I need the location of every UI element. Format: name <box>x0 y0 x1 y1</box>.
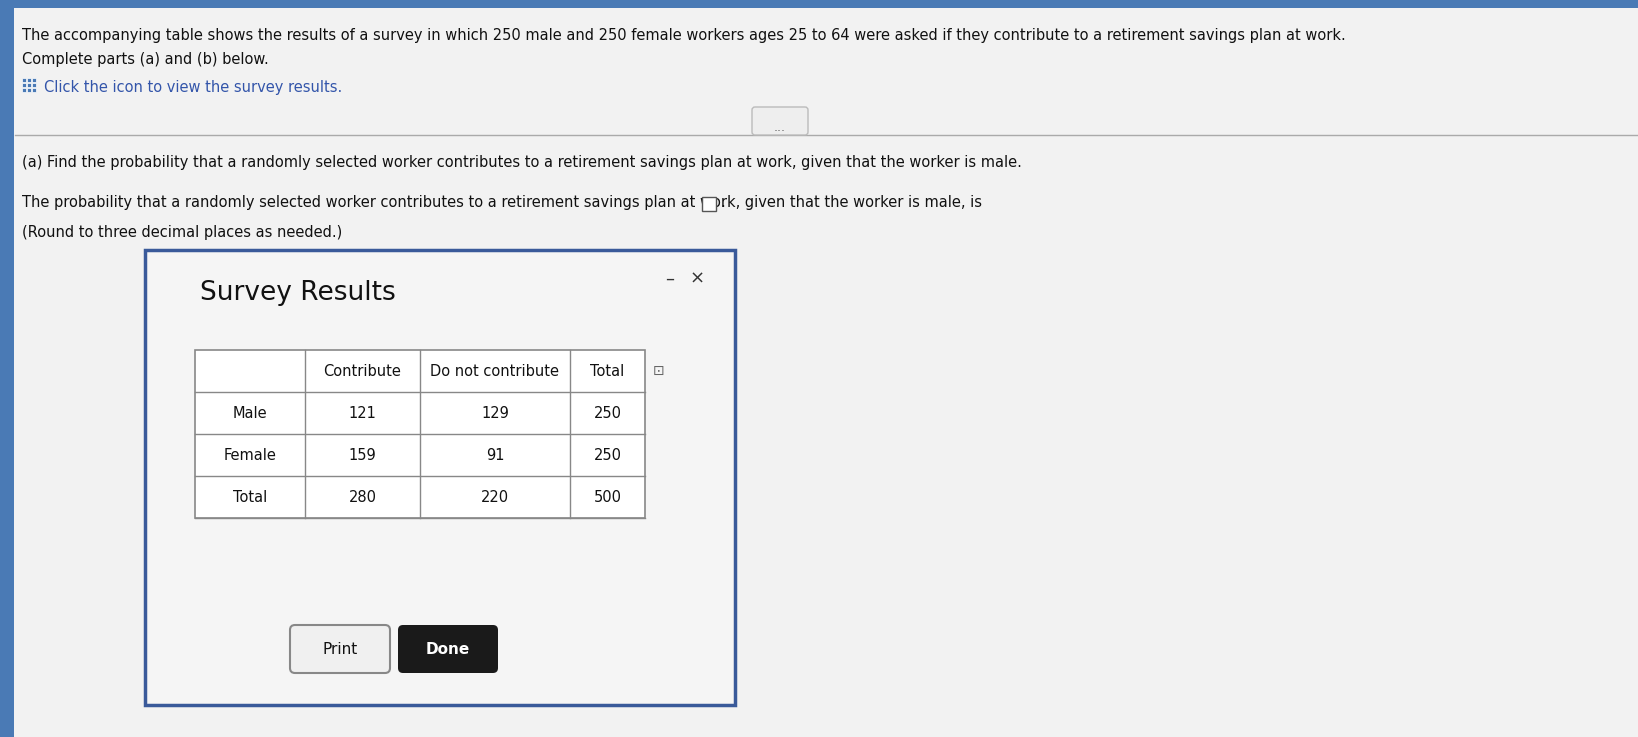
FancyBboxPatch shape <box>752 107 808 135</box>
Text: Print: Print <box>323 641 357 657</box>
Text: ×: × <box>690 270 704 288</box>
Text: Survey Results: Survey Results <box>200 280 396 306</box>
Text: .: . <box>721 195 724 210</box>
Text: (a) Find the probability that a randomly selected worker contributes to a retire: (a) Find the probability that a randomly… <box>21 155 1022 170</box>
Text: Click the icon to view the survey results.: Click the icon to view the survey result… <box>44 80 342 95</box>
Text: Done: Done <box>426 641 470 657</box>
FancyBboxPatch shape <box>33 78 36 82</box>
Text: Female: Female <box>223 447 277 463</box>
Text: Complete parts (a) and (b) below.: Complete parts (a) and (b) below. <box>21 52 269 67</box>
FancyBboxPatch shape <box>146 250 735 705</box>
FancyBboxPatch shape <box>33 88 36 92</box>
Text: 280: 280 <box>349 489 377 505</box>
Text: 129: 129 <box>482 405 509 421</box>
FancyBboxPatch shape <box>21 83 26 87</box>
Text: 91: 91 <box>486 447 505 463</box>
Text: The accompanying table shows the results of a survey in which 250 male and 250 f: The accompanying table shows the results… <box>21 28 1346 43</box>
FancyBboxPatch shape <box>703 197 716 211</box>
Text: 250: 250 <box>593 405 621 421</box>
Text: (Round to three decimal places as needed.): (Round to three decimal places as needed… <box>21 225 342 240</box>
Text: Total: Total <box>233 489 267 505</box>
Text: Do not contribute: Do not contribute <box>431 363 560 379</box>
Text: 220: 220 <box>482 489 509 505</box>
Text: 159: 159 <box>349 447 377 463</box>
FancyBboxPatch shape <box>26 83 31 87</box>
FancyBboxPatch shape <box>195 350 645 518</box>
Text: ⊡: ⊡ <box>654 364 665 378</box>
Text: 121: 121 <box>349 405 377 421</box>
FancyBboxPatch shape <box>0 0 15 737</box>
FancyBboxPatch shape <box>0 0 1638 8</box>
Text: Total: Total <box>590 363 624 379</box>
Text: 500: 500 <box>593 489 621 505</box>
FancyBboxPatch shape <box>290 625 390 673</box>
Text: The probability that a randomly selected worker contributes to a retirement savi: The probability that a randomly selected… <box>21 195 983 210</box>
FancyBboxPatch shape <box>21 88 26 92</box>
Text: ...: ... <box>775 121 786 134</box>
Text: Male: Male <box>233 405 267 421</box>
FancyBboxPatch shape <box>21 78 26 82</box>
Text: 250: 250 <box>593 447 621 463</box>
FancyBboxPatch shape <box>398 625 498 673</box>
FancyBboxPatch shape <box>33 83 36 87</box>
FancyBboxPatch shape <box>26 88 31 92</box>
FancyBboxPatch shape <box>26 78 31 82</box>
Text: –: – <box>665 270 673 288</box>
Text: Contribute: Contribute <box>324 363 401 379</box>
